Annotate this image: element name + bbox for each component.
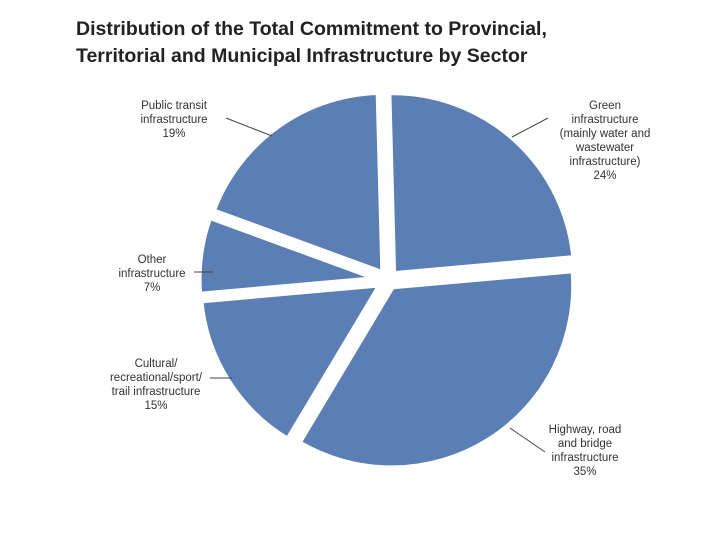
slice-label-green: Green infrastructure (mainly water and w… [540, 99, 670, 183]
slice-value-highway: 35% [573, 466, 597, 478]
chart-title-line-1: Distribution of the Total Commitment to … [76, 18, 547, 40]
leader-line-highway [509, 427, 546, 453]
pie-slice-other [194, 211, 383, 300]
pie-slice-public-transit [207, 87, 388, 280]
chart-title: Distribution of the Total Commitment to … [76, 16, 696, 70]
slice-label-public-transit: Public transit infrastructure 19% [124, 99, 224, 141]
slice-value-cultural: 15% [144, 400, 168, 412]
slice-label-cultural: Cultural/ recreational/sport/ trail infr… [96, 357, 216, 413]
slice-label-highway: Highway, road and bridge infrastructure … [530, 423, 640, 479]
slice-value-green: 24% [593, 170, 617, 182]
leader-line-public-transit [225, 117, 273, 137]
pie-slice-cultural [195, 279, 389, 446]
pie-slice-green [384, 88, 579, 279]
slice-value-other: 7% [143, 282, 161, 294]
chart-title-line-2: Territorial and Municipal Infrastructure… [76, 45, 528, 67]
pie-slices [194, 87, 579, 473]
slice-value-public-transit: 19% [162, 128, 186, 140]
pie-slice-highway [292, 265, 579, 473]
leader-line-green [511, 117, 549, 138]
leader-lines [194, 117, 549, 453]
slice-label-other: Other infrastructure 7% [104, 253, 200, 295]
